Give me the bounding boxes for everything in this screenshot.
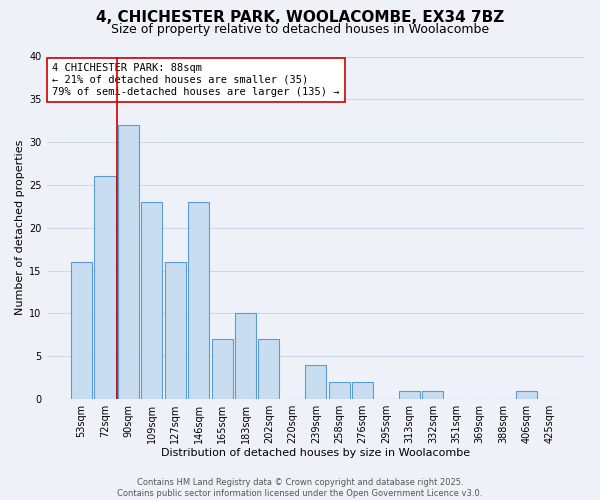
Bar (516, 390, 537, 399)
Text: Contains HM Land Registry data © Crown copyright and database right 2025.
Contai: Contains HM Land Registry data © Crown c… (118, 478, 482, 498)
Bar (212, 339, 233, 399)
Bar (141, 202, 163, 399)
Bar (164, 262, 186, 399)
Bar (188, 202, 209, 399)
Bar (118, 125, 139, 399)
Text: 4 CHICHESTER PARK: 88sqm
← 21% of detached houses are smaller (35)
79% of semi-d: 4 CHICHESTER PARK: 88sqm ← 21% of detach… (52, 64, 340, 96)
Bar (259, 339, 280, 399)
Bar (71, 262, 92, 399)
X-axis label: Distribution of detached houses by size in Woolacombe: Distribution of detached houses by size … (161, 448, 470, 458)
Bar (305, 365, 326, 399)
Bar (235, 314, 256, 399)
Bar (94, 176, 116, 399)
Text: 4, CHICHESTER PARK, WOOLACOMBE, EX34 7BZ: 4, CHICHESTER PARK, WOOLACOMBE, EX34 7BZ (96, 10, 504, 25)
Bar (352, 382, 373, 399)
Text: Size of property relative to detached houses in Woolacombe: Size of property relative to detached ho… (111, 22, 489, 36)
Bar (399, 390, 420, 399)
Bar (422, 390, 443, 399)
Y-axis label: Number of detached properties: Number of detached properties (15, 140, 25, 316)
Bar (329, 382, 350, 399)
